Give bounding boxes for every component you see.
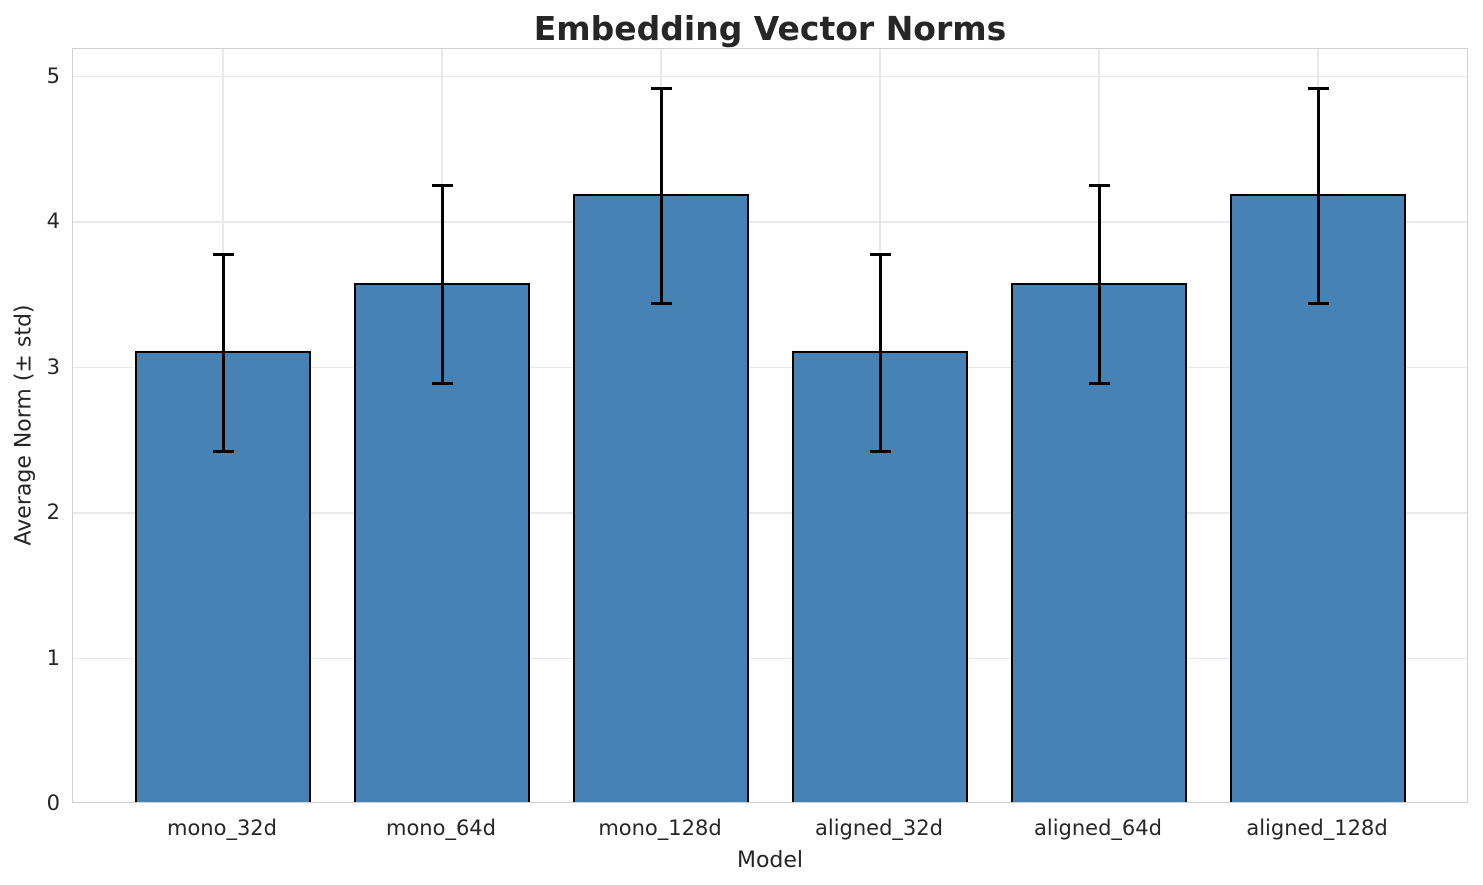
error-bar-cap-top bbox=[650, 86, 672, 90]
error-bar-cap-top bbox=[1307, 86, 1329, 90]
chart-title: Embedding Vector Norms bbox=[533, 9, 1007, 48]
error-bar-line bbox=[659, 88, 663, 304]
error-bar-cap-bottom bbox=[650, 302, 672, 306]
error-bar-cap-top bbox=[1088, 184, 1110, 188]
error-bar-cap-bottom bbox=[1307, 302, 1329, 306]
y-tick-label: 3 bbox=[46, 354, 60, 379]
error-bar-cap-top bbox=[431, 184, 453, 188]
x-tick-label: mono_64d bbox=[385, 816, 496, 840]
x-tick-label: aligned_128d bbox=[1246, 816, 1388, 840]
x-axis-label: Model bbox=[736, 848, 804, 873]
gridline-horizontal bbox=[73, 512, 1467, 514]
plot-area bbox=[72, 48, 1468, 803]
y-tick-label: 0 bbox=[46, 791, 60, 815]
y-tick-label: 4 bbox=[46, 209, 60, 234]
error-bar-cap-top bbox=[212, 252, 234, 256]
error-bar-line bbox=[440, 185, 444, 384]
gridline-horizontal bbox=[73, 75, 1467, 78]
x-tick-label: aligned_32d bbox=[815, 816, 943, 840]
error-bar-cap-top bbox=[869, 252, 891, 256]
y-tick-label: 5 bbox=[46, 63, 60, 88]
x-tick-label: aligned_64d bbox=[1034, 816, 1162, 840]
error-bar-line bbox=[878, 254, 882, 452]
error-bar-line bbox=[221, 254, 225, 452]
y-tick-label: 2 bbox=[46, 500, 60, 525]
gridline-horizontal bbox=[73, 366, 1467, 369]
error-bar-line bbox=[1097, 185, 1101, 384]
error-bar-cap-bottom bbox=[1088, 382, 1110, 386]
y-tick-label: 1 bbox=[46, 645, 60, 670]
error-bar-line bbox=[1316, 88, 1320, 304]
gridline-horizontal bbox=[73, 657, 1467, 660]
x-tick-label: mono_32d bbox=[166, 816, 277, 840]
x-tick-label: mono_128d bbox=[598, 816, 722, 840]
error-bar-cap-bottom bbox=[869, 450, 891, 454]
error-bar-cap-bottom bbox=[212, 450, 234, 454]
error-bar-cap-bottom bbox=[431, 382, 453, 386]
gridline-horizontal bbox=[73, 221, 1467, 223]
